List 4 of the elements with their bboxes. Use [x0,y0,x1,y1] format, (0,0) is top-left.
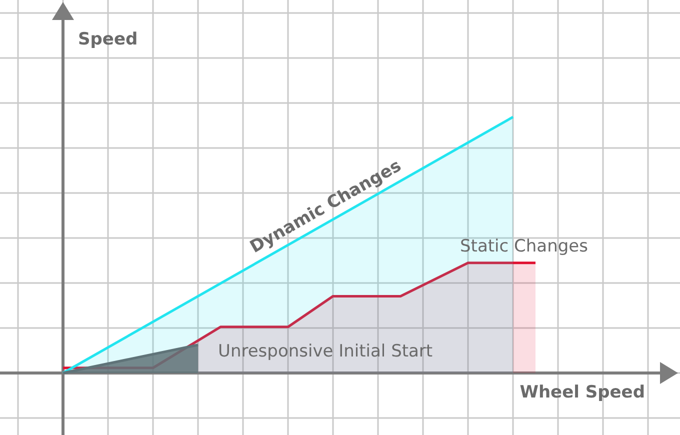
x-axis-title: Wheel Speed [520,382,645,402]
series-label: Unresponsive Initial Start [218,341,433,362]
y-axis-title: Speed [78,29,138,50]
series-label: Static Changes [460,236,588,256]
